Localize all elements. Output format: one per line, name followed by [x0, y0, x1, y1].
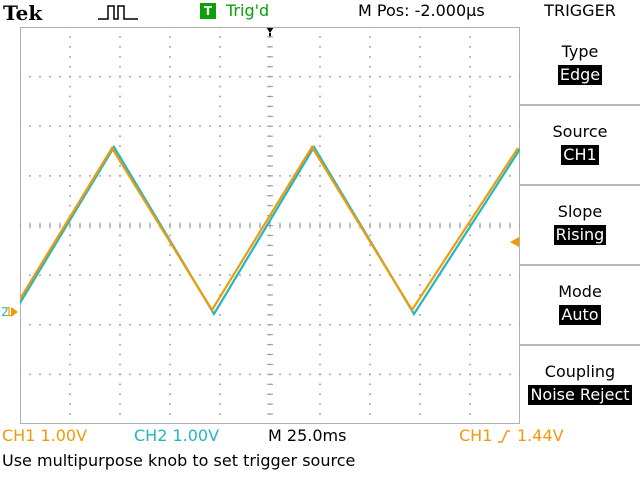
- menu-item-value: Noise Reject: [528, 385, 632, 405]
- ch2-waveform: [20, 144, 520, 317]
- menu-item-label: Type: [561, 42, 599, 61]
- trigger-source-readout: CH1: [459, 426, 493, 445]
- menu-item-label: Source: [552, 122, 608, 141]
- waveform-display: [20, 27, 520, 424]
- rising-edge-icon: [498, 430, 510, 443]
- scale-readout: CH1 1.00V CH2 1.00V M 25.0ms CH1 1.44V: [0, 426, 640, 448]
- horizontal-position: M Pos: -2.000µs: [358, 1, 485, 20]
- ch2-marker: 2: [1, 305, 9, 319]
- ch1-waveform: [20, 144, 519, 313]
- trigger-position-marker-icon: [266, 27, 274, 37]
- channel-markers: 2 1: [1, 305, 18, 319]
- pulse-run-icon: [98, 5, 138, 20]
- trigger-level-marker-icon: [510, 237, 519, 247]
- trigger-status: Trig'd: [226, 1, 270, 20]
- ch2-scale: CH2 1.00V: [134, 426, 220, 445]
- menu-item-value: Rising: [553, 225, 607, 245]
- ch1-marker: 1: [5, 305, 13, 319]
- brand-logo: Tek: [3, 1, 43, 25]
- menu-item-label: Coupling: [544, 362, 616, 381]
- ch1-scale: CH1 1.00V: [2, 426, 88, 445]
- menu-item-value: Edge: [557, 65, 603, 85]
- menu-item-value: Auto: [559, 305, 601, 325]
- graticule: [20, 27, 520, 424]
- menu-title: TRIGGER: [544, 1, 616, 20]
- menu-item-value: CH1: [561, 145, 599, 165]
- trigger-badge: T: [200, 3, 216, 19]
- status-header: Tek T Trig'd M Pos: -2.000µs: [0, 0, 520, 25]
- trigger-level-readout: 1.44V: [517, 426, 564, 445]
- menu-item-label: Slope: [557, 202, 603, 221]
- menu-item-coupling[interactable]: Coupling Noise Reject: [520, 344, 640, 422]
- menu-item-label: Mode: [558, 282, 602, 301]
- menu-item-slope[interactable]: Slope Rising: [520, 184, 640, 262]
- menu-item-source[interactable]: Source CH1: [520, 104, 640, 182]
- menu-item-mode[interactable]: Mode Auto: [520, 264, 640, 342]
- menu-item-type[interactable]: Type Edge: [520, 24, 640, 102]
- timebase: M 25.0ms: [268, 426, 347, 445]
- help-message: Use multipurpose knob to set trigger sou…: [2, 451, 356, 470]
- trigger-menu: TRIGGER Type Edge Source CH1 Slope Risin…: [520, 0, 640, 424]
